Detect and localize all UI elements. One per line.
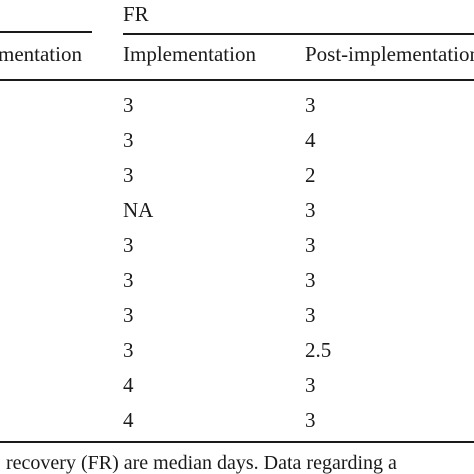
- cell-implementation: 3: [123, 303, 134, 327]
- cell-implementation: NA: [123, 198, 154, 222]
- top-rule-left: [0, 31, 92, 33]
- cell-post-implementation: 3: [305, 373, 316, 397]
- column-header-implementation: Implementation: [123, 42, 256, 66]
- cell-post-implementation: 2.5: [305, 338, 332, 362]
- group-header-rule: [123, 33, 474, 35]
- table-footnote: . recovery (FR) are median days. Data re…: [0, 452, 397, 474]
- cell-post-implementation: 3: [305, 233, 316, 257]
- cell-post-implementation: 2: [305, 163, 316, 187]
- cell-implementation: 3: [123, 268, 134, 292]
- column-header-post-implementation: Post-implementation: [305, 42, 474, 66]
- cell-implementation: 4: [123, 373, 134, 397]
- cell-post-implementation: 4: [305, 128, 316, 152]
- cell-implementation: 3: [123, 93, 134, 117]
- cell-implementation: 4: [123, 408, 134, 432]
- cell-post-implementation: 3: [305, 408, 316, 432]
- cell-implementation: 3: [123, 128, 134, 152]
- cell-implementation: 3: [123, 163, 134, 187]
- bottom-rule: [0, 441, 474, 443]
- group-header-fr: FR: [123, 2, 149, 26]
- cell-post-implementation: 3: [305, 93, 316, 117]
- header-rule: [0, 79, 474, 81]
- cell-implementation: 3: [123, 338, 134, 362]
- cell-post-implementation: 3: [305, 198, 316, 222]
- cell-implementation: 3: [123, 233, 134, 257]
- cell-post-implementation: 3: [305, 268, 316, 292]
- column-header-implementation-left: mentation: [0, 42, 82, 66]
- cell-post-implementation: 3: [305, 303, 316, 327]
